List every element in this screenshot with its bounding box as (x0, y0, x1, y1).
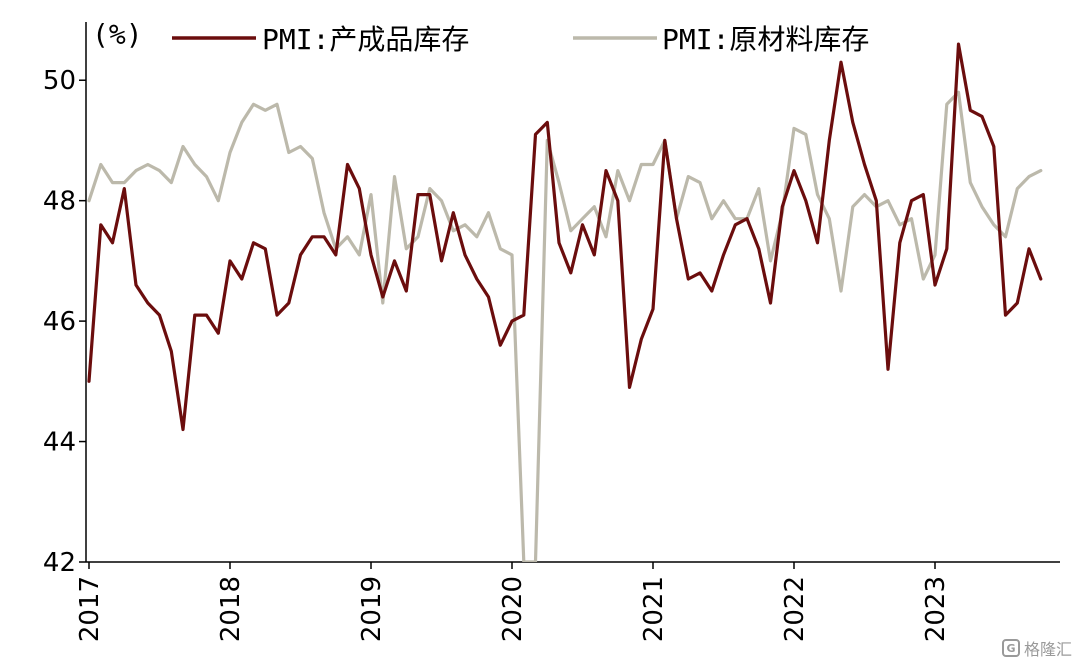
x-tick-label: 2020 (498, 576, 528, 642)
watermark-text: 格隆汇 (1023, 640, 1072, 659)
y-tick-label: 50 (43, 66, 76, 96)
x-tick-label: 2017 (75, 576, 105, 642)
legend-label: PMI:原材料库存 (662, 23, 869, 56)
y-tick-label: 48 (43, 187, 76, 217)
x-tick-label: 2022 (780, 576, 810, 642)
series-layer (87, 42, 1043, 562)
x-axis: 2017 2018 2019 2020 2021 2022 2023 (75, 561, 1060, 642)
y-unit-label: (%) (92, 18, 143, 51)
gelonghui-logo-icon: G (1001, 639, 1020, 657)
y-tick-label: 42 (43, 548, 76, 578)
y-tick-label: 46 (43, 307, 76, 337)
y-tick-label: 44 (43, 428, 76, 458)
series-line-raw-materials (87, 90, 1043, 562)
legend: PMI:产成品库存 PMI:原材料库存 (172, 23, 869, 56)
x-tick-label: 2021 (639, 576, 669, 642)
legend-label: PMI:产成品库存 (262, 23, 469, 56)
x-tick-label: 2019 (357, 576, 387, 642)
series-line-finished-goods (87, 42, 1043, 432)
x-tick-label: 2023 (921, 576, 951, 642)
x-tick-label: 2018 (216, 576, 246, 642)
watermark: G 格隆汇 (1001, 636, 1072, 660)
y-axis: 42 44 46 48 50 (43, 22, 87, 578)
